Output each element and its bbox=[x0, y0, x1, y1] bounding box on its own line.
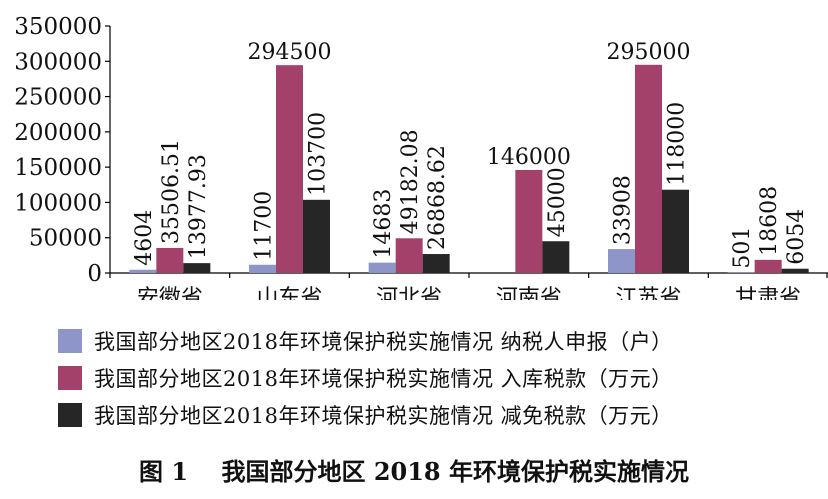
legend-item-exempted: 我国部分地区2018年环境保护税实施情况 减免税款（万元） bbox=[58, 396, 673, 433]
data-label: 294500 bbox=[248, 40, 332, 65]
data-label: 49182.08 bbox=[398, 129, 423, 234]
x-category-label: 江苏省 bbox=[615, 286, 681, 300]
y-tick-label: 50000 bbox=[29, 226, 102, 252]
bar bbox=[542, 241, 570, 273]
x-category-label: 河南省 bbox=[496, 286, 562, 300]
data-label: 18608 bbox=[757, 186, 782, 256]
y-tick-label: 150000 bbox=[14, 155, 102, 181]
bar bbox=[515, 169, 543, 273]
y-tick-label: 300000 bbox=[14, 49, 102, 75]
legend-label-collected: 我国部分地区2018年环境保护税实施情况 入库税款（万元） bbox=[94, 366, 673, 391]
legend-item-collected: 我国部分地区2018年环境保护税实施情况 入库税款（万元） bbox=[58, 359, 673, 396]
bar bbox=[156, 247, 184, 273]
y-tick-label: 100000 bbox=[14, 190, 102, 216]
bar bbox=[754, 259, 782, 273]
bar bbox=[422, 254, 450, 273]
y-tick-label: 250000 bbox=[14, 85, 102, 111]
bar bbox=[635, 64, 662, 273]
legend-swatch-taxpayers bbox=[58, 328, 82, 353]
y-tick-label: 350000 bbox=[14, 14, 102, 40]
y-tick-label: 0 bbox=[87, 261, 102, 287]
bar bbox=[129, 269, 157, 273]
bar-chart: 0 50000 100000 150000 200000 250000 300000 3500… bbox=[14, 14, 828, 300]
x-category-label: 河北省 bbox=[376, 286, 442, 300]
legend: 我国部分地区2018年环境保护税实施情况 纳税人申报（户） 我国部分地区2018… bbox=[58, 322, 673, 433]
bar bbox=[395, 238, 423, 273]
data-label: 13977.93 bbox=[186, 154, 211, 259]
bar bbox=[781, 268, 809, 273]
data-label: 26868.62 bbox=[425, 145, 450, 250]
legend-item-taxpayers: 我国部分地区2018年环境保护税实施情况 纳税人申报（户） bbox=[58, 322, 673, 359]
figure-caption: 图 1 我国部分地区 2018 年环境保护税实施情况 bbox=[139, 457, 689, 486]
data-label: 103700 bbox=[306, 112, 331, 196]
data-label: 45000 bbox=[545, 167, 570, 237]
data-label: 35506.51 bbox=[159, 139, 184, 244]
data-label: 4604 bbox=[132, 210, 157, 266]
y-tick-label: 200000 bbox=[14, 120, 102, 146]
data-label: 295000 bbox=[607, 40, 691, 65]
bar bbox=[276, 65, 303, 273]
data-label: 6054 bbox=[784, 209, 809, 265]
x-category-label: 安徽省 bbox=[137, 286, 203, 300]
data-label: 501 bbox=[730, 227, 755, 269]
data-label: 14683 bbox=[371, 189, 396, 259]
bar bbox=[249, 264, 276, 273]
legend-label-exempted: 我国部分地区2018年环境保护税实施情况 减免税款（万元） bbox=[94, 403, 673, 428]
data-label: 11700 bbox=[252, 191, 277, 261]
bar bbox=[368, 262, 396, 273]
x-category-label: 甘肃省 bbox=[735, 286, 801, 300]
bar bbox=[183, 263, 211, 273]
bar bbox=[608, 249, 635, 273]
data-label: 118000 bbox=[665, 102, 690, 186]
legend-swatch-collected bbox=[58, 365, 82, 390]
legend-label-taxpayers: 我国部分地区2018年环境保护税实施情况 纳税人申报（户） bbox=[94, 329, 673, 354]
data-label: 33908 bbox=[611, 175, 636, 245]
legend-swatch-exempted bbox=[58, 402, 82, 427]
bar bbox=[303, 199, 330, 273]
data-label: 146000 bbox=[487, 145, 571, 170]
bar bbox=[662, 189, 689, 273]
x-category-label: 山东省 bbox=[256, 286, 322, 300]
